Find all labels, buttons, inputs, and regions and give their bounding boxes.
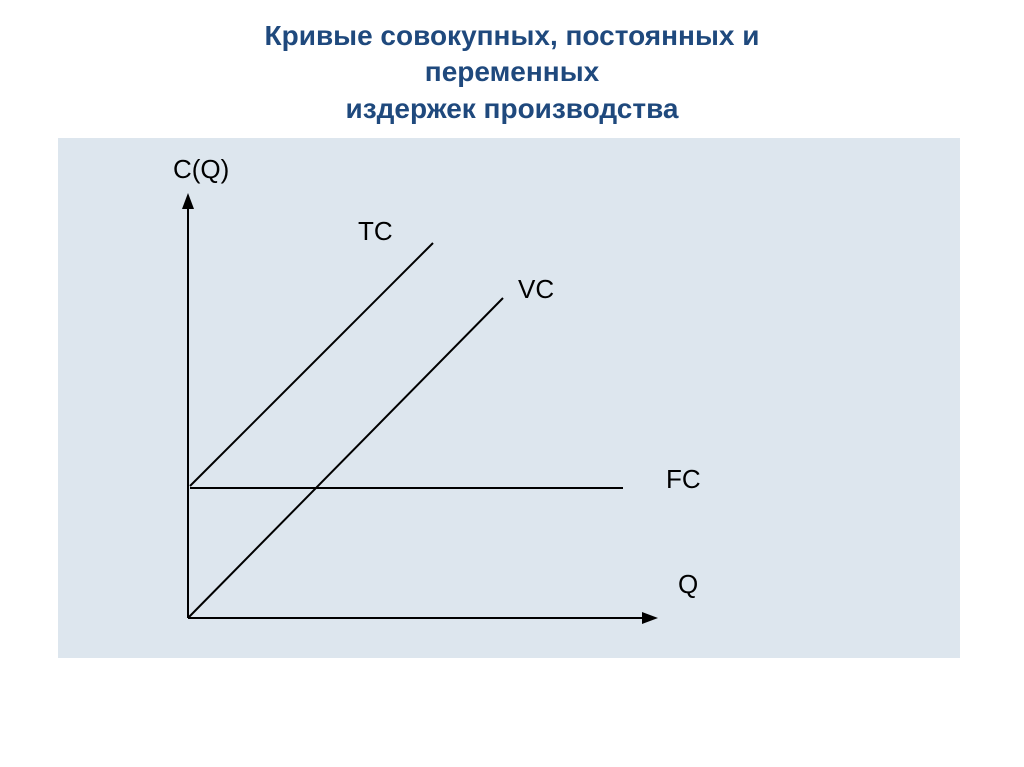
cost-curves-chart: C(Q) Q TC VC FC	[58, 138, 960, 658]
title-line-3: издержек производства	[0, 91, 1024, 127]
y-axis-label: C(Q)	[173, 154, 229, 184]
tc-label: TC	[358, 216, 393, 246]
title-line-1: Кривые совокупных, постоянных и	[0, 18, 1024, 54]
vc-label: VC	[518, 274, 554, 304]
chart-panel: C(Q) Q TC VC FC	[58, 138, 960, 658]
panel-bg	[58, 138, 960, 658]
chart-title: Кривые совокупных, постоянных и переменн…	[0, 0, 1024, 127]
title-line-2: переменных	[0, 54, 1024, 90]
fc-label: FC	[666, 464, 701, 494]
x-axis-label: Q	[678, 569, 698, 599]
